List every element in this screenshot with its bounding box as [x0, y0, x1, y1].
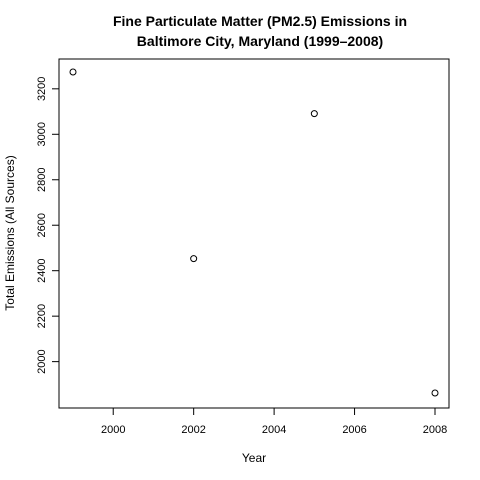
y-axis: 2000 2200 2400 2600 2800 3000 3200 — [36, 77, 60, 374]
x-axis-label: Year — [242, 451, 266, 465]
data-point — [310, 110, 318, 118]
y-tick-label: 2000 — [36, 349, 48, 373]
y-tick-label: 2600 — [36, 213, 48, 237]
x-tick-label: 2006 — [342, 424, 366, 436]
y-axis-label: Total Emissions (All Sources) — [3, 155, 17, 310]
x-tick-label: 2002 — [181, 424, 205, 436]
chart-title-line-1: Fine Particulate Matter (PM2.5) Emission… — [113, 13, 407, 29]
data-point — [69, 68, 77, 76]
data-points — [69, 68, 439, 397]
x-tick-label: 2004 — [262, 424, 286, 436]
chart-title-line-2: Baltimore City, Maryland (1999–2008) — [137, 33, 383, 49]
x-axis: 2000 2002 2004 2006 2008 — [101, 407, 447, 436]
data-point — [190, 255, 198, 263]
plot-frame — [58, 58, 450, 409]
y-tick-label: 3000 — [36, 122, 48, 146]
y-tick-label: 2200 — [36, 304, 48, 328]
y-tick-label: 2400 — [36, 258, 48, 282]
x-tick-label: 2000 — [101, 424, 125, 436]
data-point — [431, 389, 439, 397]
y-tick-label: 3200 — [36, 77, 48, 101]
y-tick-label: 2800 — [36, 168, 48, 192]
x-tick-label: 2008 — [423, 424, 447, 436]
